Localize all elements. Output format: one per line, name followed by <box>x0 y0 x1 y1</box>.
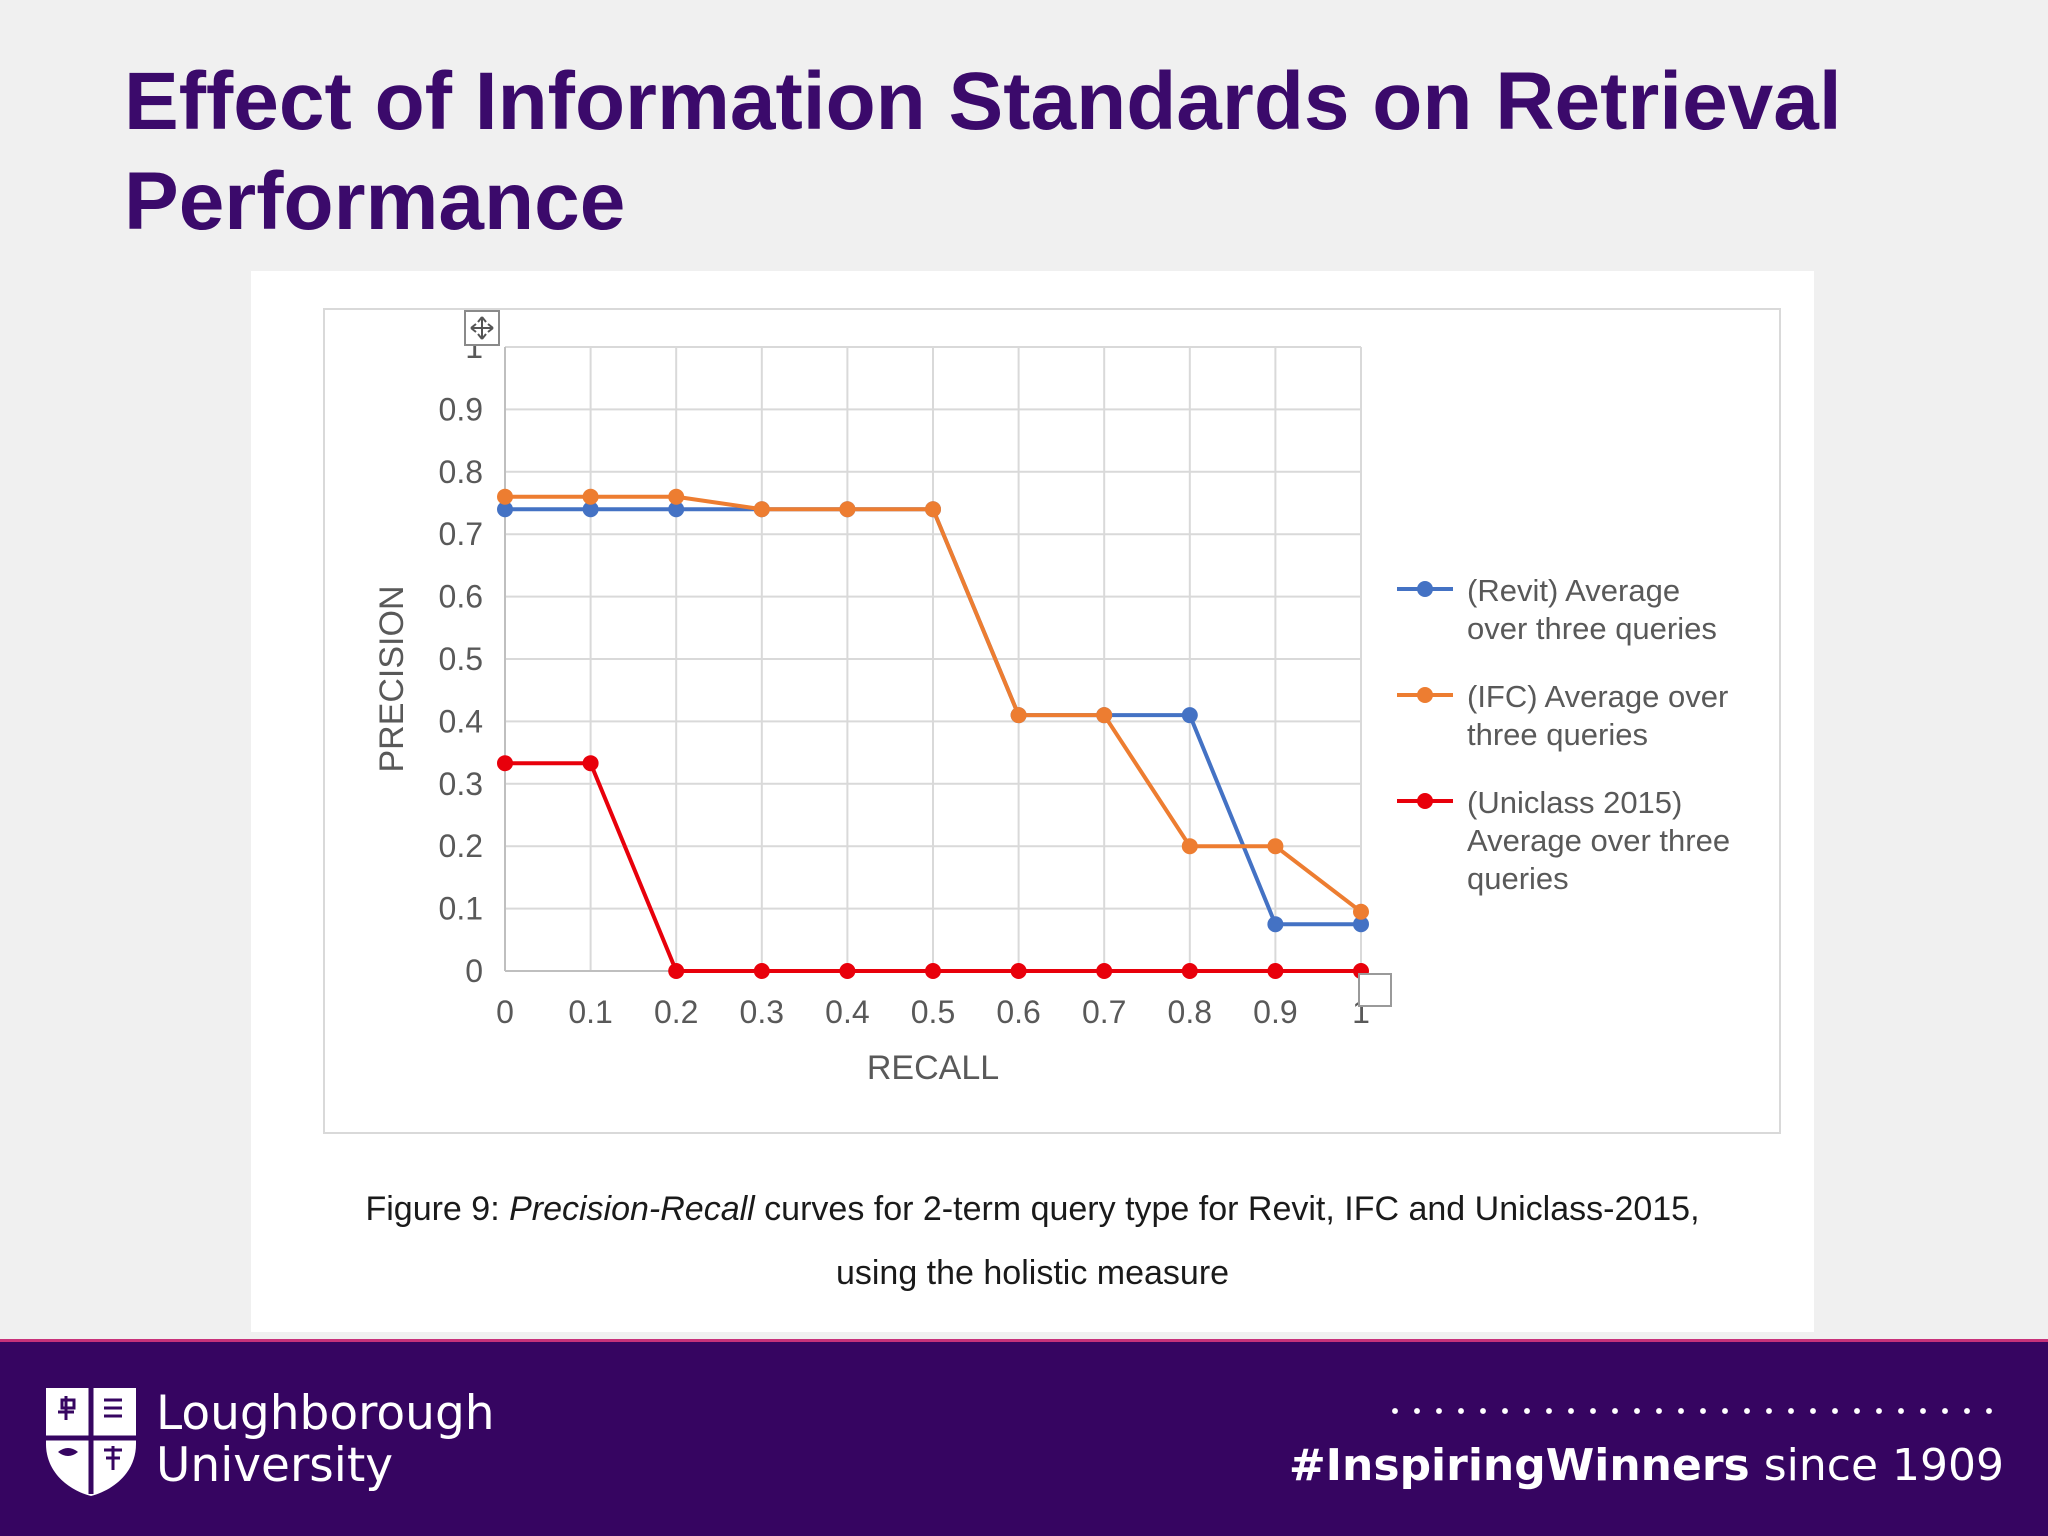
legend-label: queries <box>1467 861 1569 896</box>
x-tick-label: 0.5 <box>911 994 955 1030</box>
y-tick-label: 0.6 <box>439 579 483 615</box>
data-point <box>753 501 770 518</box>
university-name-line-2: University <box>156 1438 394 1493</box>
data-point <box>753 963 770 979</box>
figure-panel: 0 0.1 0.2 0.3 0.4 0.5 0.6 0.7 0.8 0.9 1 0 0.1 0.2 0.3 0… <box>251 271 1814 1332</box>
data-point <box>1267 838 1284 855</box>
y-tick-label: 0.7 <box>439 516 483 552</box>
data-point <box>925 501 941 518</box>
caption-line-2: using the holistic measure <box>835 1254 1230 1292</box>
data-point <box>1096 963 1113 979</box>
data-point <box>497 501 513 518</box>
data-point <box>839 963 856 979</box>
caption-emphasis: Precision-Recall <box>509 1190 755 1228</box>
x-tick-label: 0.1 <box>568 994 612 1030</box>
caption-rest: curves for 2-term query type for Revit, … <box>754 1190 1700 1228</box>
x-tick-label: 0.9 <box>1253 994 1297 1030</box>
data-point <box>1181 707 1198 724</box>
data-point <box>1181 963 1198 979</box>
x-tick-label: 0.4 <box>825 994 869 1030</box>
y-tick-label: 0.1 <box>439 891 483 927</box>
x-tick-label: 0.8 <box>1168 994 1212 1030</box>
y-tick-label: 0.3 <box>439 766 483 802</box>
x-axis-title: RECALL <box>867 1049 999 1087</box>
footer-dot-row <box>1384 1404 2004 1418</box>
y-tick-label: 0.8 <box>439 454 483 490</box>
resize-handle-icon[interactable] <box>1358 973 1392 1007</box>
legend-label: (Uniclass 2015) <box>1467 785 1682 820</box>
data-point <box>582 755 599 772</box>
data-point <box>1267 916 1284 933</box>
legend-label: (IFC) Average over <box>1467 679 1728 714</box>
y-tick-label: 0.9 <box>439 391 483 427</box>
precision-recall-chart: 0 0.1 0.2 0.3 0.4 0.5 0.6 0.7 0.8 0.9 100.10.20.30… <box>323 308 1781 1134</box>
figure-caption: Figure 9: Precision-Recall curves for 2-… <box>251 1177 1814 1305</box>
x-tick-label: 0.2 <box>654 994 698 1030</box>
data-point <box>1181 838 1198 855</box>
university-crest-icon <box>46 1388 136 1496</box>
university-name-line-1: Loughborough <box>156 1386 495 1441</box>
data-point <box>582 488 599 505</box>
data-point <box>497 488 513 505</box>
legend-label: three queries <box>1467 717 1648 752</box>
x-tick-label: 0.3 <box>740 994 784 1030</box>
data-point <box>1010 707 1027 724</box>
legend-label: Average over three <box>1467 823 1730 858</box>
move-handle-icon[interactable] <box>464 310 500 346</box>
data-point <box>497 755 513 772</box>
legend-swatch-marker <box>1417 793 1433 809</box>
legend-swatch-marker <box>1417 581 1433 597</box>
data-point <box>839 501 856 518</box>
data-point <box>1267 963 1284 979</box>
x-tick-label: 0.7 <box>1082 994 1126 1030</box>
data-point <box>925 963 941 979</box>
data-point <box>668 488 685 505</box>
data-point <box>1353 903 1369 920</box>
data-point <box>1353 916 1369 933</box>
y-tick-label: 0 <box>465 953 483 989</box>
y-tick-label: 0.2 <box>439 828 483 864</box>
chart-series <box>497 488 1369 979</box>
legend-label: (Revit) Average <box>1467 573 1680 608</box>
data-point <box>1010 963 1027 979</box>
chart-axes: 0 0.1 0.2 0.3 0.4 0.5 0.6 0.7 0.8 0.9 100.10.20.30… <box>373 329 1370 1087</box>
legend-label: over three queries <box>1467 611 1717 646</box>
data-point <box>582 501 599 518</box>
data-point <box>1096 707 1113 724</box>
y-tick-label: 0.4 <box>439 703 483 739</box>
data-point <box>668 963 685 979</box>
tagline-rest: since 1909 <box>1749 1440 2004 1491</box>
data-point <box>668 501 685 518</box>
legend-swatch-marker <box>1417 687 1433 703</box>
footer-tagline: #InspiringWinners since 1909 <box>1289 1438 2004 1494</box>
caption-prefix: Figure 9: <box>365 1190 510 1228</box>
university-wordmark: Loughborough University <box>156 1388 495 1492</box>
y-tick-label: 0.5 <box>439 641 483 677</box>
footer-bar: Loughborough University #InspiringWinner… <box>0 1339 2048 1536</box>
slide-title: Effect of Information Standards on Retri… <box>124 56 1842 247</box>
x-tick-label: 0 <box>496 994 514 1030</box>
x-tick-label: 0.6 <box>996 994 1040 1030</box>
y-axis-title: PRECISION <box>373 585 411 772</box>
tagline-hashtag: #InspiringWinners <box>1288 1440 1750 1491</box>
